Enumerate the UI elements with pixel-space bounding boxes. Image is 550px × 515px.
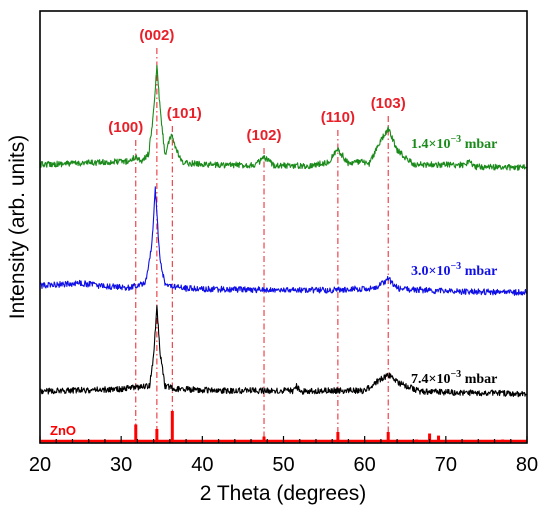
peak-label: (101) <box>167 105 202 122</box>
series-label: 7.4×10−3 mbar <box>411 369 497 387</box>
x-tick-label: 80 <box>516 454 538 476</box>
x-tick-label: 70 <box>435 454 457 476</box>
x-tick-label: 30 <box>110 454 132 476</box>
x-tick-label: 20 <box>29 454 51 476</box>
series-lines <box>39 64 528 398</box>
peak-label: (102) <box>247 127 282 144</box>
x-tick-label: 60 <box>354 454 376 476</box>
series-line <box>39 186 528 296</box>
peak-label: (002) <box>139 27 174 44</box>
series-line <box>39 64 528 171</box>
series-label: 1.4×10−3 mbar <box>411 134 497 152</box>
peak-label: (100) <box>108 119 143 136</box>
x-axis-title: 2 Theta (degrees) <box>200 482 367 505</box>
y-axis-title: Intensity (arb. units) <box>6 135 29 319</box>
peak-labels: (100) (002) (101) (102) (110) (103) <box>108 27 405 144</box>
x-tick-label: 50 <box>272 454 294 476</box>
x-axis-tick-labels: 20 30 40 50 60 70 80 <box>29 454 538 476</box>
peak-label: (103) <box>371 95 406 112</box>
reference-label: ZnO <box>50 423 76 438</box>
series-line <box>39 305 528 398</box>
peak-label: (110) <box>321 109 355 126</box>
x-axis-ticks <box>39 436 528 443</box>
series-labels: 1.4×10−3 mbar 3.0×10−3 mbar 7.4×10−3 mbar <box>411 134 497 387</box>
x-tick-label: 40 <box>191 454 213 476</box>
series-label: 3.0×10−3 mbar <box>411 261 497 279</box>
